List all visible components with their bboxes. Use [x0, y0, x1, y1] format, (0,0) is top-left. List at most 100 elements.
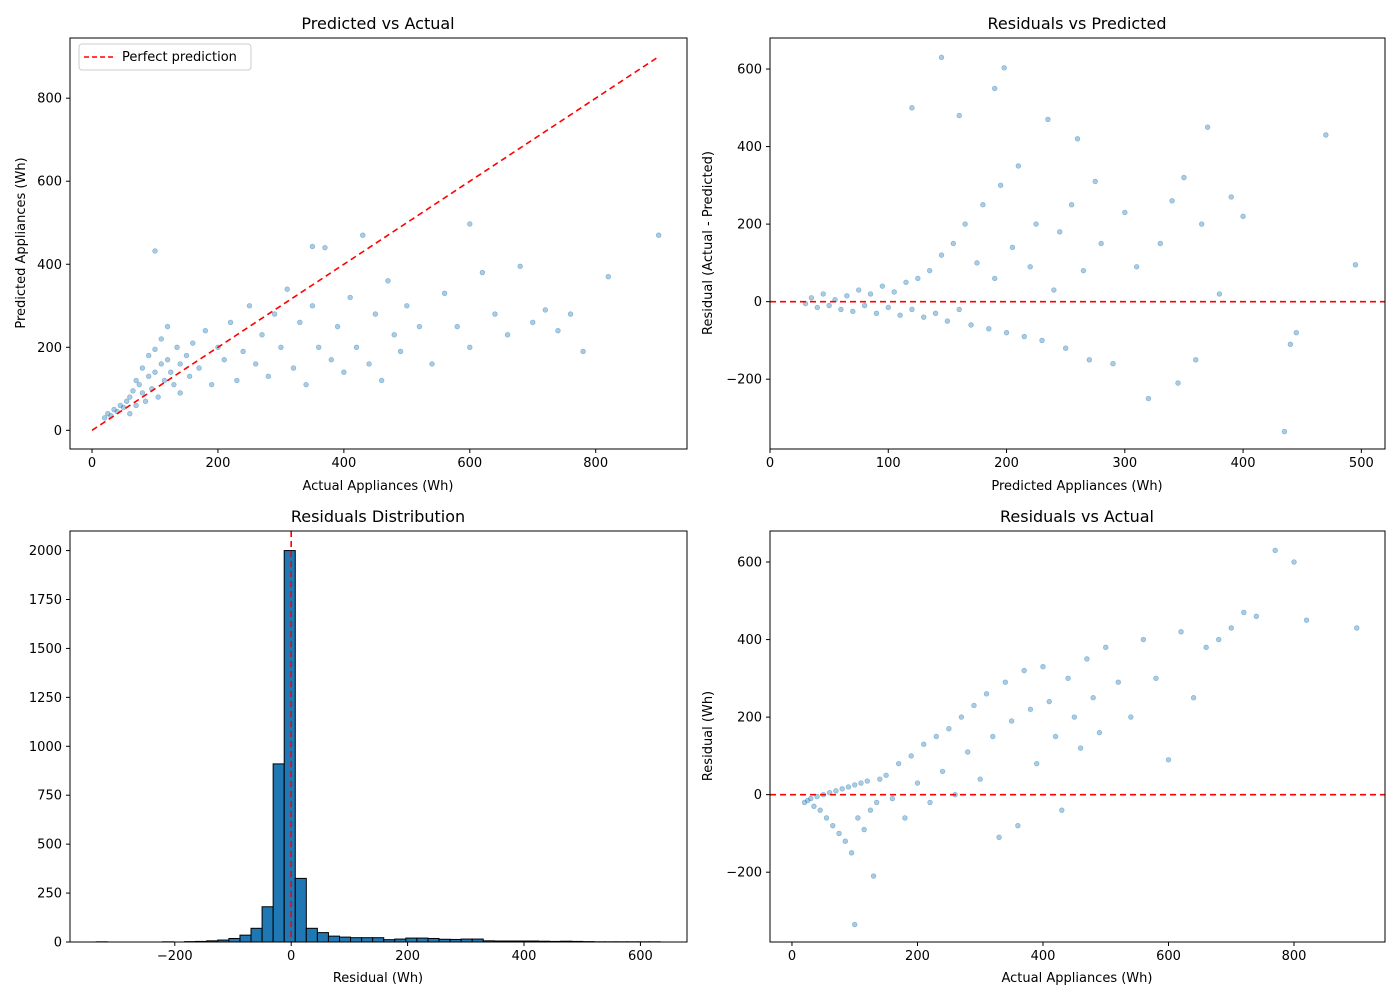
- data-point: [883, 772, 889, 778]
- data-point: [944, 318, 951, 324]
- data-point: [933, 733, 940, 740]
- data-point: [1057, 229, 1063, 235]
- data-point: [1281, 428, 1288, 435]
- data-point: [1084, 656, 1090, 662]
- data-point: [360, 232, 366, 238]
- data-point: [830, 822, 836, 829]
- data-point: [814, 304, 821, 311]
- data-point: [1303, 617, 1310, 623]
- y-tick-label: 200: [737, 711, 762, 726]
- data-point: [926, 267, 933, 274]
- data-point: [909, 105, 915, 111]
- y-tick-label: 600: [37, 175, 62, 190]
- data-point: [1096, 729, 1103, 736]
- data-point: [1240, 213, 1246, 220]
- data-point: [811, 803, 817, 809]
- data-point: [808, 295, 815, 301]
- data-point: [938, 54, 945, 61]
- data-point: [808, 795, 814, 802]
- legend: Perfect prediction: [78, 43, 252, 71]
- data-point: [1193, 357, 1199, 363]
- y-tick-label: −200: [726, 866, 762, 881]
- data-point: [168, 369, 174, 375]
- chart-title: Residuals vs Actual: [1000, 507, 1154, 526]
- data-point: [1253, 613, 1260, 620]
- data-point: [492, 311, 498, 317]
- legend-entry-perfect-prediction: Perfect prediction: [122, 50, 237, 65]
- plot-frame: [769, 37, 1386, 450]
- x-axis-label: Residual (Wh): [333, 971, 423, 986]
- x-tick-label: 0: [287, 949, 295, 964]
- data-point: [190, 340, 196, 346]
- x-axis-label: Predicted Appliances (Wh): [991, 479, 1162, 494]
- y-tick-label: 200: [37, 341, 62, 356]
- data-point: [971, 702, 977, 709]
- data-point: [240, 348, 246, 355]
- data-point: [555, 327, 561, 334]
- data-point: [1008, 718, 1015, 724]
- data-point: [322, 244, 328, 251]
- data-point: [567, 311, 574, 317]
- data-point: [977, 776, 983, 782]
- data-point: [133, 377, 139, 384]
- data-point: [921, 314, 927, 320]
- data-point: [152, 346, 158, 353]
- data-point: [1133, 264, 1140, 270]
- data-point: [183, 352, 190, 359]
- data-point: [208, 381, 215, 388]
- data-point: [136, 381, 142, 388]
- data-point: [1178, 629, 1184, 635]
- data-point: [479, 269, 486, 276]
- histogram-bar: [272, 763, 285, 943]
- y-tick-label: 400: [737, 140, 762, 155]
- data-point: [177, 390, 183, 396]
- y-tick-label: 0: [54, 424, 62, 439]
- histogram-bar: [250, 927, 263, 943]
- data-point: [152, 248, 158, 254]
- data-point: [990, 733, 996, 740]
- data-point: [454, 323, 460, 330]
- data-point: [1354, 625, 1360, 631]
- x-tick-label: 400: [331, 456, 356, 471]
- data-point: [133, 402, 139, 409]
- data-point: [253, 361, 259, 367]
- data-point: [334, 323, 341, 330]
- x-tick-label: 0: [766, 456, 774, 471]
- data-point: [914, 780, 921, 786]
- data-point: [992, 85, 998, 92]
- data-point: [823, 815, 830, 821]
- data-point: [605, 274, 612, 280]
- data-point: [844, 293, 850, 299]
- data-point: [858, 780, 864, 786]
- data-point: [517, 263, 523, 270]
- data-point: [271, 311, 278, 317]
- data-point: [117, 402, 124, 409]
- data-point: [1203, 644, 1209, 651]
- data-point: [372, 311, 379, 317]
- data-point: [1272, 547, 1278, 554]
- data-point: [927, 799, 933, 806]
- data-point: [341, 369, 347, 375]
- data-point: [105, 411, 111, 417]
- x-tick-label: 200: [395, 949, 420, 964]
- y-axis-label: Residual (Wh): [701, 691, 716, 781]
- y-tick-label: 0: [754, 788, 762, 803]
- data-point: [848, 850, 855, 856]
- data-point: [855, 815, 861, 821]
- data-point: [1198, 221, 1205, 227]
- data-point: [246, 303, 253, 309]
- data-point: [416, 323, 423, 330]
- histogram-bar: [372, 937, 385, 943]
- data-point: [1115, 679, 1121, 685]
- data-point: [1128, 714, 1134, 720]
- data-point: [1065, 675, 1071, 682]
- data-point: [902, 815, 908, 821]
- data-point: [873, 310, 880, 316]
- histogram-bar: [294, 877, 307, 943]
- data-point: [1291, 559, 1297, 565]
- histogram-bar: [228, 937, 241, 943]
- data-point: [196, 365, 202, 371]
- y-tick-label: 0: [54, 936, 62, 951]
- data-point: [580, 348, 586, 355]
- histogram-bar: [405, 937, 418, 943]
